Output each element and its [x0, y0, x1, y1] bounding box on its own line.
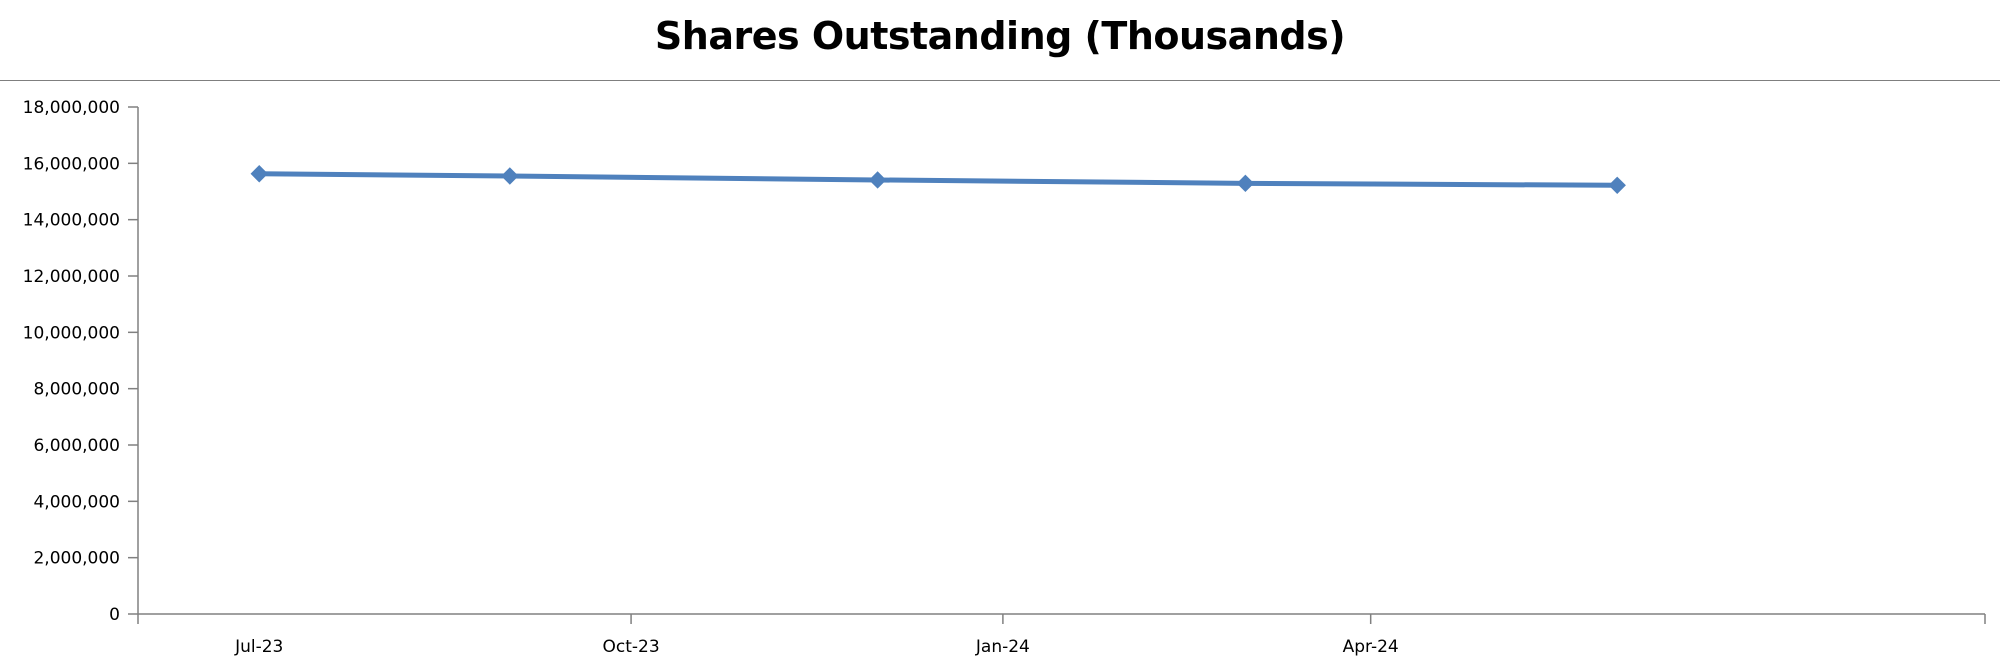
chart-title: Shares Outstanding (Thousands) [654, 14, 1346, 58]
data-point-marker [250, 165, 268, 183]
series-line [256, 171, 1620, 188]
y-tick-label: 8,000,000 [33, 380, 120, 400]
x-tick-label: Jan-24 [975, 637, 1030, 657]
y-tick-label: 18,000,000 [23, 98, 120, 118]
y-tick-label: 0 [109, 605, 120, 625]
x-tick-label: Jul-23 [234, 637, 283, 657]
y-tick-label: 14,000,000 [23, 211, 120, 231]
data-point-marker [1236, 174, 1255, 193]
series [250, 165, 1626, 195]
x-tick-label: Oct-23 [602, 637, 659, 657]
x-tick-label: Apr-24 [1343, 637, 1399, 657]
data-point-marker [501, 167, 519, 185]
data-point-marker [868, 171, 887, 189]
y-axis: 0 2,000,000 4,000,000 6,000,000 8,000,000 10,… [23, 98, 139, 625]
y-tick-label: 6,000,000 [33, 436, 120, 456]
y-tick-label: 16,000,000 [23, 154, 120, 174]
y-tick-label: 10,000,000 [23, 323, 120, 343]
title-divider [0, 80, 2000, 81]
y-tick-label: 12,000,000 [23, 267, 120, 287]
y-tick-label: 2,000,000 [33, 549, 120, 569]
y-tick-label: 4,000,000 [33, 492, 120, 512]
data-point-marker [1608, 176, 1626, 195]
x-axis: Jul-23 Oct-23 Jan-24 Apr-24 [137, 613, 1986, 657]
